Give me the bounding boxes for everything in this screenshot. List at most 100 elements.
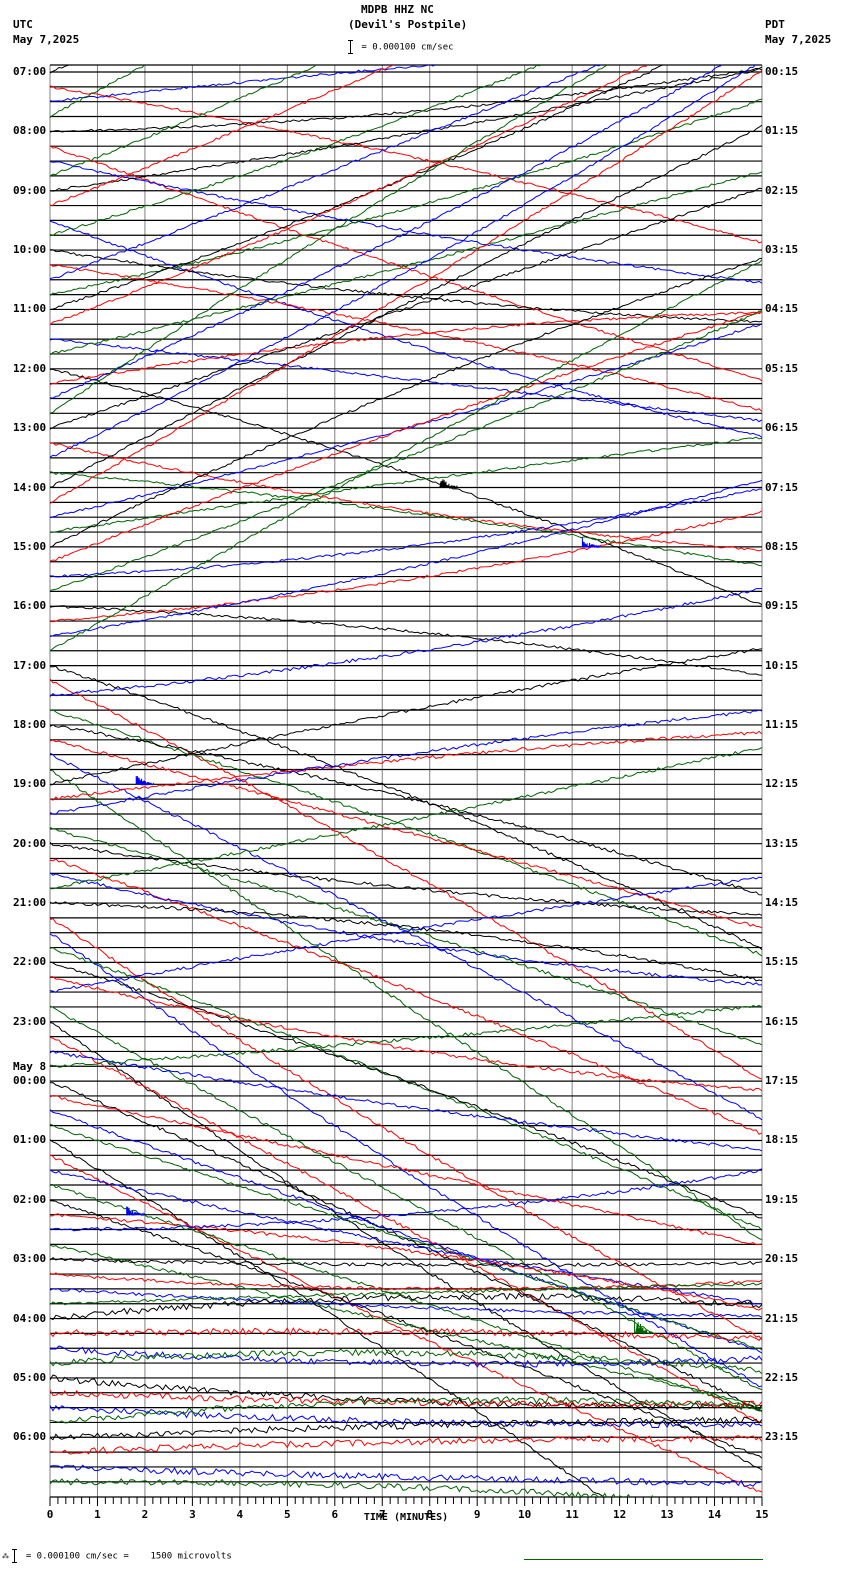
trace-row	[50, 961, 762, 1219]
utc-hour-label: 18:00	[13, 717, 47, 731]
trace-row	[50, 1095, 762, 1246]
utc-hour-label: 15:00	[13, 539, 47, 553]
station-title: MDPB HHZ NC	[361, 3, 434, 16]
event-burst	[126, 1206, 145, 1217]
left-timezone: UTC	[13, 18, 33, 31]
pdt-hour-label: 10:15	[765, 658, 799, 672]
utc-hour-label: 21:00	[13, 896, 47, 910]
trace-row	[50, 1168, 762, 1232]
x-tick-label: 8	[426, 1508, 433, 1521]
trace-row	[50, 747, 762, 890]
utc-hour-label: 13:00	[13, 421, 47, 435]
trace-row	[50, 249, 762, 324]
x-axis-label: TIME (MINUTES)	[364, 1512, 448, 1523]
trace-row	[50, 1200, 762, 1459]
trace-row	[50, 709, 762, 957]
pdt-hour-label: 02:15	[765, 183, 799, 197]
x-tick-label: 14	[708, 1508, 722, 1521]
trace-row	[50, 65, 438, 102]
trace-row	[50, 310, 762, 591]
trace-row	[50, 1416, 762, 1441]
trace-row	[50, 918, 762, 1341]
utc-hour-label: 20:00	[13, 836, 47, 850]
trace-row	[50, 436, 762, 533]
pdt-hour-label: 09:15	[765, 599, 799, 613]
trace-row	[50, 171, 762, 356]
trace-row	[50, 947, 762, 1232]
pdt-hour-label: 19:15	[765, 1192, 799, 1206]
scale-legend-text: = 0.000100 cm/sec	[361, 42, 454, 53]
trace-row	[50, 1327, 762, 1342]
trace-row	[50, 841, 762, 916]
trace-row	[50, 65, 756, 458]
utc-hour-label: 02:00	[13, 1192, 47, 1206]
trace-row	[50, 1139, 605, 1497]
trace-row	[50, 65, 602, 280]
trace-row	[50, 65, 649, 326]
utc-hour-label: 01:00	[13, 1133, 47, 1147]
trace-row	[50, 1389, 762, 1409]
utc-hour-label: 14:00	[13, 480, 47, 494]
trace-row	[50, 1123, 762, 1351]
pdt-hour-label: 00:15	[765, 65, 799, 78]
trace-row	[50, 1396, 762, 1424]
pdt-hour-label: 18:15	[765, 1133, 799, 1147]
pdt-hour-label: 22:15	[765, 1370, 799, 1384]
x-tick-label: 3	[189, 1508, 196, 1521]
trace-row	[50, 605, 762, 676]
utc-hour-label: 19:00	[13, 777, 47, 791]
trace-row	[50, 1345, 762, 1368]
trace-row	[50, 1288, 762, 1318]
date-change-label: May 8	[13, 1060, 47, 1074]
pdt-hour-label: 17:15	[765, 1074, 799, 1088]
x-tick-label: 2	[142, 1508, 149, 1521]
x-tick-label: 7	[379, 1508, 386, 1521]
trace-row	[50, 187, 762, 430]
utc-hour-label: 03:00	[13, 1252, 47, 1266]
utc-hour-label: 05:00	[13, 1370, 47, 1384]
trace-row	[50, 311, 762, 386]
event-burst	[439, 479, 458, 490]
trace-row	[50, 69, 762, 504]
trace-row	[50, 876, 762, 993]
trace-row	[50, 145, 762, 382]
pdt-hour-label: 14:15	[765, 896, 799, 910]
trace-row	[50, 1282, 762, 1306]
trace-row	[50, 220, 762, 438]
footer-scale-text: = 0.000100 cm/sec = 1500 microvolts	[25, 1551, 232, 1562]
trace-row	[50, 471, 762, 567]
trace-row	[50, 479, 762, 638]
trace-row	[50, 65, 609, 414]
utc-hour-label: 08:00	[13, 124, 47, 138]
utc-hour-label: 16:00	[13, 599, 47, 613]
trace-row	[50, 263, 762, 412]
station-location: (Devil's Postpile)	[348, 18, 468, 31]
scale-legend: = 0.000100 cm/sec	[348, 40, 454, 54]
pdt-hour-label: 08:15	[765, 539, 799, 553]
x-tick-label: 1	[94, 1508, 101, 1521]
x-tick-label: 11	[566, 1508, 580, 1521]
trace-row	[50, 1169, 762, 1305]
trace-row	[50, 65, 146, 118]
trace-row	[50, 338, 762, 423]
x-tick-label: 15	[755, 1508, 768, 1521]
trace-row	[50, 1109, 762, 1354]
trace-row	[50, 161, 762, 284]
trace-row	[50, 769, 762, 1241]
trace-row	[50, 1292, 762, 1321]
trace-row	[50, 1478, 654, 1497]
trace-row	[50, 1244, 762, 1407]
event-burst	[135, 775, 155, 787]
utc-hour-label: 04:00	[13, 1311, 47, 1325]
pdt-hour-label: 05:15	[765, 361, 799, 375]
pdt-hour-label: 04:15	[765, 302, 799, 316]
x-tick-label: 13	[660, 1508, 673, 1521]
footer-scale: ⁂ = 0.000100 cm/sec = 1500 microvolts	[2, 1549, 232, 1563]
scale-bar-icon	[12, 1549, 20, 1563]
utc-hour-label: 09:00	[13, 183, 47, 197]
trace-row	[50, 1005, 762, 1390]
trace-row	[50, 901, 762, 982]
x-tick-label: 12	[613, 1508, 626, 1521]
x-tick-label: 0	[47, 1508, 54, 1521]
trace-row	[50, 1464, 762, 1487]
